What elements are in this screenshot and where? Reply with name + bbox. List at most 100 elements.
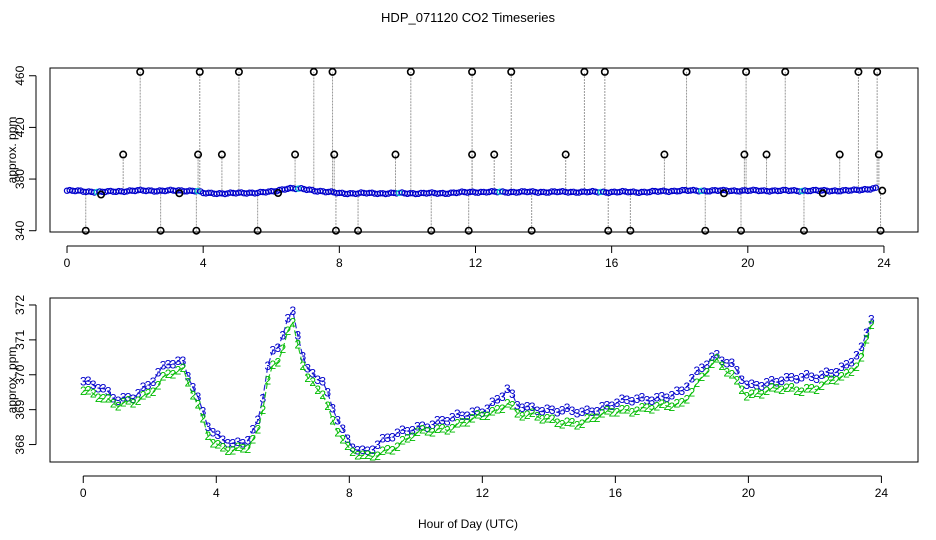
series-2-point: 2: [140, 389, 147, 403]
series-2-point: 2: [389, 444, 396, 458]
series-2-point: 2: [110, 397, 117, 411]
series-2-point: 2: [259, 403, 266, 417]
series-3-point: 3: [803, 368, 810, 382]
series-2-point: 2: [250, 433, 257, 447]
series-3-point: 3: [743, 378, 750, 392]
series-3-point: 3: [499, 390, 506, 404]
bottom-x-tick-label: 4: [213, 486, 220, 500]
series-2-point: 2: [255, 422, 262, 436]
series-2-point: 2: [449, 421, 456, 435]
series-3-point: 3: [489, 395, 496, 409]
series-2-point: 2: [549, 412, 556, 426]
series-2-point: 2: [858, 351, 865, 365]
series-2-point: 2: [90, 387, 97, 401]
series-3-point: 3: [679, 384, 686, 398]
series-2-point: 2: [703, 366, 710, 380]
series-3-point: 3: [255, 413, 262, 427]
series-2-point: 2: [424, 425, 431, 439]
series-3-point: 3: [639, 390, 646, 404]
series-2-point: 2: [564, 415, 571, 429]
series-2-point: 2: [664, 399, 671, 413]
series-2-point: 2: [384, 443, 391, 457]
series-3-point: 3: [798, 371, 805, 385]
top-y-axis: 340 380 420 460: [13, 65, 37, 241]
series-3-point: 3: [259, 392, 266, 406]
series-3-point: 3: [155, 366, 162, 380]
series-3-point: 3: [649, 394, 656, 408]
series-2-point: 2: [499, 402, 506, 416]
top-y-tick-label: 340: [13, 220, 27, 240]
series-2-point: 2: [145, 387, 152, 401]
series-3-point: 3: [868, 313, 875, 327]
series-3-point: 3: [245, 434, 252, 448]
series-2-point: 2: [634, 404, 641, 418]
series-2-point: 2: [669, 400, 676, 414]
series-3-point: 3: [165, 358, 172, 372]
series-2-point: 2: [269, 358, 276, 372]
series-3-point: 3: [304, 362, 311, 376]
spike-point: [234, 67, 243, 76]
series-2-point: 2: [434, 422, 441, 436]
series-2-point: 2: [309, 375, 316, 389]
series-3-point: 3: [689, 372, 696, 386]
series-3-point: 3: [773, 376, 780, 390]
series-3-point: 3: [334, 414, 341, 428]
series-3-point: 3: [718, 354, 725, 368]
spike-point: [736, 226, 745, 235]
series-2-point: 2: [569, 416, 576, 430]
top-y-axis-label: approx. ppm: [5, 117, 19, 184]
spike-point: [391, 150, 400, 159]
series-2-point: 2: [284, 324, 291, 338]
spike-point: [331, 226, 340, 235]
series-3-point: 3: [748, 377, 755, 391]
series-2-point: 2: [95, 391, 102, 405]
series-3-point: 3: [200, 405, 207, 419]
series-3-point: 3: [838, 360, 845, 374]
series-3-point: 3: [474, 404, 481, 418]
series-3-point: 3: [464, 409, 471, 423]
top-x-tick-label: 20: [741, 256, 755, 270]
spike-point: [781, 67, 790, 76]
series-3-point: 3: [853, 349, 860, 363]
series-2-point: 2: [409, 430, 416, 444]
series-3-point: 3: [733, 363, 740, 377]
series-2-point: 2: [359, 448, 366, 462]
spike-point: [740, 150, 749, 159]
series-2-point: 2: [808, 381, 815, 395]
series-3-point: 3: [235, 435, 242, 449]
series-3-point: 3: [404, 425, 411, 439]
series-2-point: 2: [304, 371, 311, 385]
series-3-point: 3: [140, 380, 147, 394]
series-3-point: 3: [778, 374, 785, 388]
series-3-point: 3: [225, 437, 232, 451]
series-2-point: 2: [813, 383, 820, 397]
series-3-point: 3: [713, 348, 720, 362]
series-2-point: 2: [469, 412, 476, 426]
top-y-tick-label: 460: [13, 65, 27, 85]
top-x-tick-label: 12: [469, 256, 483, 270]
series-3-point: 3: [833, 365, 840, 379]
series-2-point: 2: [649, 403, 656, 417]
series-2-point: 2: [334, 425, 341, 439]
series-3-point: 3: [753, 379, 760, 393]
series-3-point: 3: [684, 380, 691, 394]
series-2-point: 2: [220, 440, 227, 454]
series-3-point: 3: [329, 402, 336, 416]
bottom-series-layer: 3333333333333333333333333333333333333333…: [80, 304, 875, 464]
series-2-point: 2: [689, 386, 696, 400]
series-3-point: 3: [584, 403, 591, 417]
series-2-point: 2: [584, 412, 591, 426]
series-2-point: 2: [489, 405, 496, 419]
series-3-point: 3: [434, 414, 441, 428]
series-3-point: 3: [843, 358, 850, 372]
series-2-point: 2: [274, 355, 281, 369]
series-3-point: 3: [379, 431, 386, 445]
series-2-point: 2: [753, 386, 760, 400]
series-2-point: 2: [329, 414, 336, 428]
series-2-point: 2: [783, 381, 790, 395]
series-3-point: 3: [160, 359, 167, 373]
series-3-point: 3: [858, 340, 865, 354]
series-2-point: 2: [379, 444, 386, 458]
series-3-point: 3: [369, 443, 376, 457]
series-2-point: 2: [554, 416, 561, 430]
